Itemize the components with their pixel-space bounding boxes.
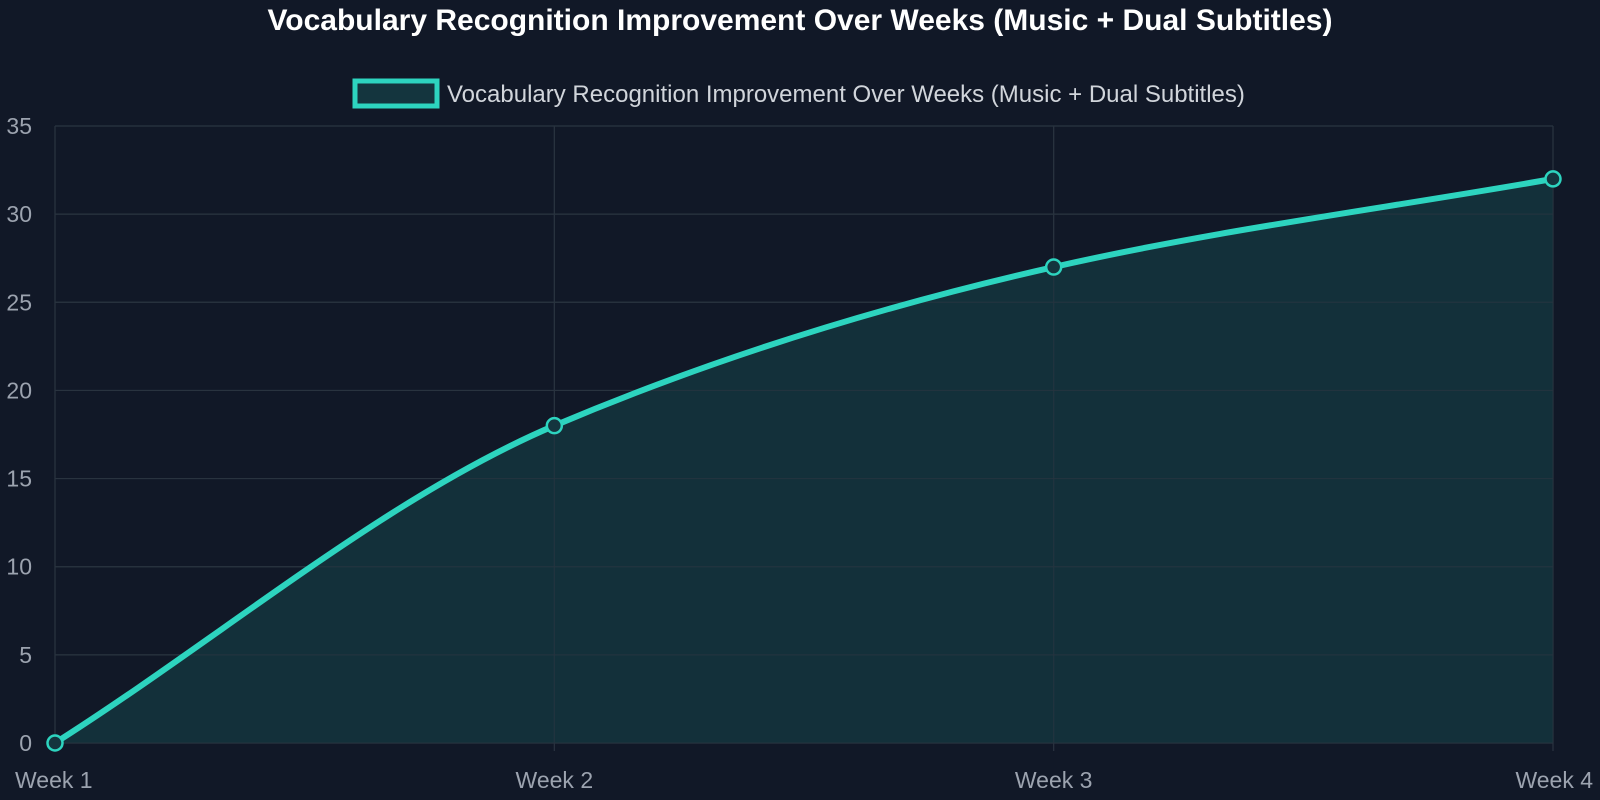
x-tick-label: Week 4 [1515, 767, 1593, 793]
x-tick-label: Week 3 [1015, 767, 1093, 793]
data-point[interactable] [46, 734, 64, 752]
y-tick-label: 10 [6, 554, 32, 580]
data-point[interactable] [1044, 258, 1063, 276]
y-tick-label: 35 [6, 113, 32, 139]
data-point[interactable] [545, 416, 564, 435]
legend-label: Vocabulary Recognition Improvement Over … [447, 81, 1245, 108]
legend[interactable]: Vocabulary Recognition Improvement Over … [352, 78, 1245, 109]
y-tick-label: 20 [6, 377, 32, 403]
x-tick-label: Week 1 [15, 767, 93, 793]
y-tick-label: 5 [19, 642, 32, 668]
y-tick-label: 30 [6, 201, 32, 227]
data-point[interactable] [1544, 170, 1562, 188]
x-tick-label: Week 2 [516, 767, 594, 793]
y-tick-label: 15 [6, 466, 32, 492]
legend-swatch [352, 78, 440, 109]
series-area [46, 125, 1562, 752]
chart-title: Vocabulary Recognition Improvement Over … [268, 4, 1333, 37]
y-tick-label: 25 [6, 289, 32, 315]
y-axis: 0 5 10 15 20 25 30 35 [6, 113, 32, 756]
series-fill [55, 178, 1553, 743]
x-axis: Week 1 Week 2 Week 3 Week 4 [15, 767, 1593, 793]
series-line [52, 175, 1556, 746]
y-tick-label: 0 [19, 730, 32, 756]
